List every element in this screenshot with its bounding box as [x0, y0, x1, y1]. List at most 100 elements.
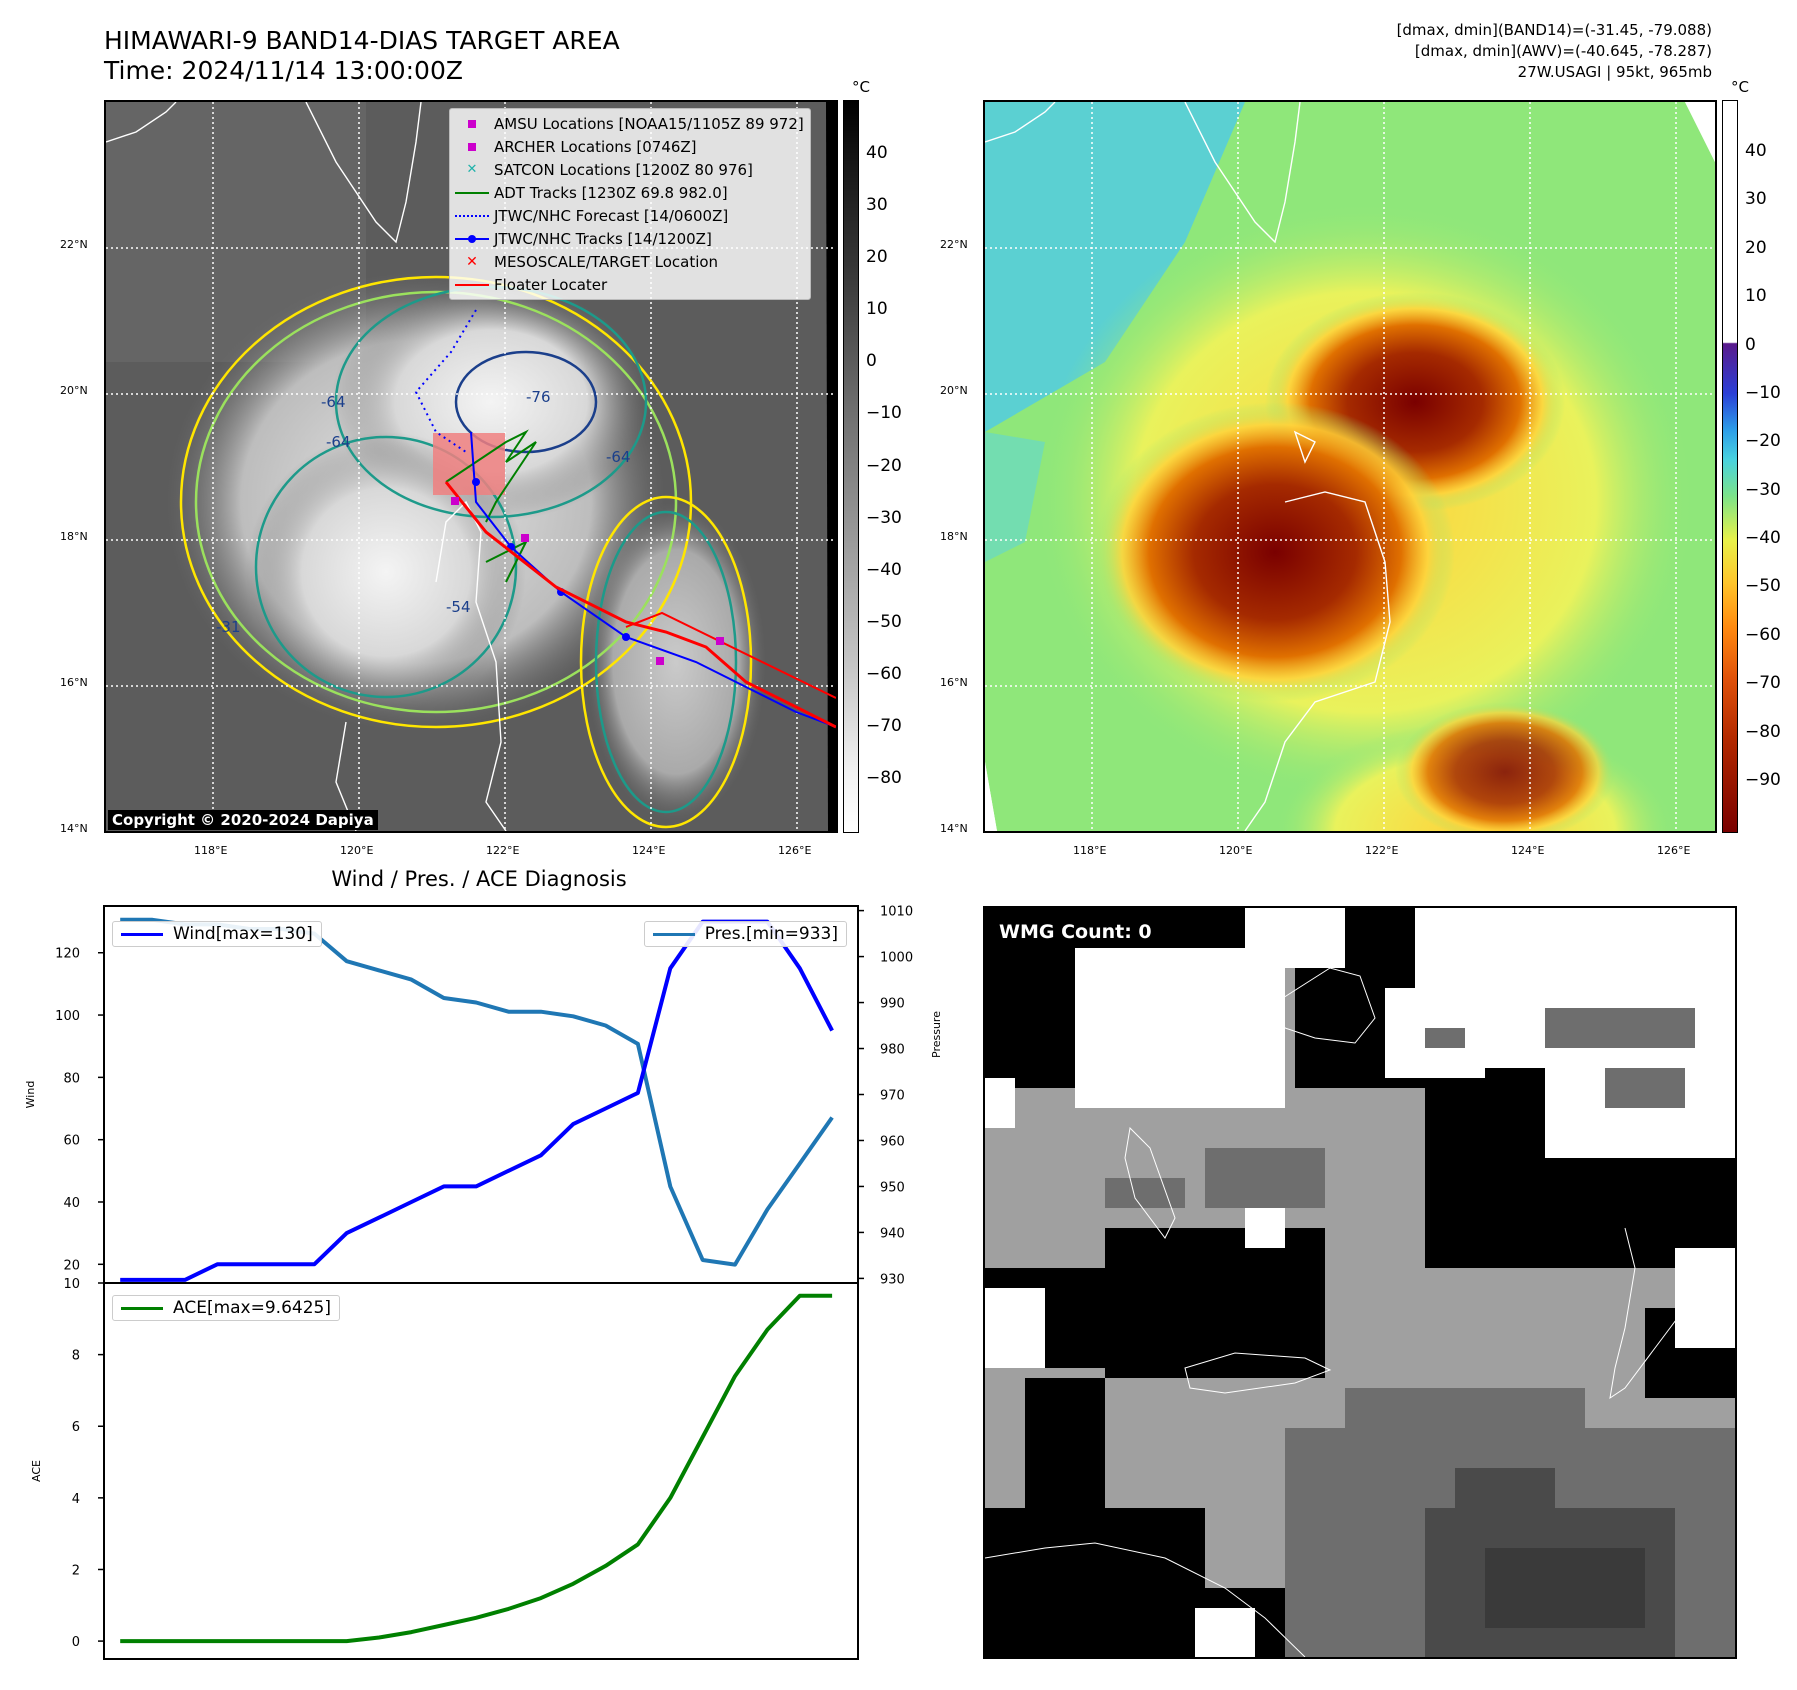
contour-label: -76: [526, 388, 551, 406]
colorbar-tick-label: −50: [1745, 576, 1781, 597]
legend-item-satcon: ✕ SATCON Locations [1200Z 80 976]: [450, 158, 804, 181]
colorbar-tick-label: 10: [1745, 286, 1767, 307]
colorbar-tick-label: −70: [1745, 673, 1781, 694]
contour-label: -31: [216, 618, 241, 636]
legend-item-amsu: AMSU Locations [NOAA15/1105Z 89 972]: [450, 112, 804, 135]
legend-label: MESOSCALE/TARGET Location: [494, 252, 719, 271]
ir-lat-label: 18°N: [60, 530, 88, 543]
info-awv-range: [dmax, dmin](AWV)=(-40.645, -78.287): [1414, 42, 1712, 60]
pressure-axis-label: Pressure: [930, 1011, 943, 1058]
ir-lon-label: 124°E: [632, 844, 666, 857]
ace-tick-label: 4: [72, 1492, 80, 1507]
pressure-legend-label: Pres.[min=933]: [704, 924, 838, 944]
figure-title-line1: HIMAWARI-9 BAND14-DIAS TARGET AREA: [104, 26, 620, 55]
ir-colorbar-unit: °C: [852, 78, 870, 96]
pressure-tick-label: 1010: [880, 905, 913, 920]
ir-lon-label: 118°E: [194, 844, 228, 857]
wind-pressure-plot-frame: [103, 905, 859, 1284]
dias-lat-label: 16°N: [940, 676, 968, 689]
contour-labels: -64 -76 -64 -54 -31 -64: [216, 388, 631, 636]
wind-legend: Wind[max=130]: [112, 921, 322, 947]
ir-lon-label: 120°E: [340, 844, 374, 857]
legend-label: AMSU Locations [NOAA15/1105Z 89 972]: [494, 114, 804, 133]
magenta-square-icon: [468, 119, 476, 128]
legend-label: ADT Tracks [1230Z 69.8 982.0]: [494, 183, 728, 202]
wmg-image: [985, 908, 1735, 1657]
legend-label: JTWC/NHC Tracks [14/1200Z]: [494, 229, 712, 248]
colorbar-tick-label: −90: [1745, 770, 1781, 790]
legend-item-floater: Floater Locater: [450, 273, 804, 296]
ir-lat-label: 14°N: [60, 822, 88, 835]
info-band14-range: [dmax, dmin](BAND14)=(-31.45, -79.088): [1396, 21, 1712, 39]
contour-label: -64: [606, 448, 631, 466]
ir-lon-label: 122°E: [486, 844, 520, 857]
colorbar-tick-label: 40: [1745, 141, 1767, 161]
wmg-panel: WMG Count: 0: [983, 906, 1737, 1659]
pressure-tick-label: 990: [880, 997, 905, 1012]
colorbar-tick-label: −40: [866, 559, 902, 580]
ace-axis-label: ACE: [30, 1460, 43, 1482]
ir-legend: AMSU Locations [NOAA15/1105Z 89 972] ARC…: [449, 108, 811, 300]
ace-tick-label: 0: [72, 1635, 80, 1650]
ir-map-panel: -64 -76 -64 -54 -31 -64 AMSU Locations […: [104, 100, 838, 833]
colorbar-tick-label: −60: [866, 663, 902, 684]
blue-line-dot-icon: [455, 234, 489, 243]
pressure-tick-label: 980: [880, 1043, 905, 1058]
ir-colorbar: [843, 100, 859, 833]
colorbar-tick-label: −30: [866, 507, 902, 528]
colorbar-tick-label: 0: [1745, 334, 1756, 355]
pressure-tick-label: 970: [880, 1089, 905, 1104]
pressure-tick-label: 930: [880, 1272, 905, 1287]
diagnosis-title: Wind / Pres. / ACE Diagnosis: [331, 867, 627, 891]
ace-series-line: [120, 1293, 833, 1644]
colorbar-tick-label: −40: [1745, 528, 1781, 549]
colorbar-tick-label: 40: [866, 143, 888, 163]
ir-lat-label: 22°N: [60, 238, 88, 251]
dias-lon-label: 122°E: [1365, 844, 1399, 857]
colorbar-tick-label: −50: [866, 611, 902, 632]
green-line-icon: [121, 1306, 163, 1310]
colorbar-tick-label: −20: [1745, 431, 1781, 452]
legend-item-forecast: JTWC/NHC Forecast [14/0600Z]: [450, 204, 804, 227]
red-line-icon: [455, 283, 489, 286]
wind-axis-label: Wind: [24, 1081, 37, 1109]
ace-legend-label: ACE[max=9.6425]: [173, 1298, 331, 1318]
colorbar-tick-label: 30: [1745, 189, 1767, 210]
colorbar-tick-label: 20: [1745, 237, 1767, 258]
figure-title-line2: Time: 2024/11/14 13:00:00Z: [104, 56, 463, 85]
colorbar-tick-label: −60: [1745, 624, 1781, 645]
copyright-label: Copyright © 2020-2024 Dapiya: [108, 810, 378, 830]
pressure-legend: Pres.[min=933]: [643, 921, 847, 947]
colorbar-tick-label: 30: [866, 195, 888, 216]
ace-tick-label: 8: [72, 1349, 80, 1364]
dias-lat-label: 22°N: [940, 238, 968, 251]
ir-lon-label: 126°E: [778, 844, 812, 857]
ace-plot-frame: [103, 1282, 859, 1660]
green-line-icon: [455, 191, 489, 194]
ace-tick-label: 2: [72, 1563, 80, 1578]
wmg-count-label: WMG Count: 0: [991, 918, 1160, 946]
colorbar-tick-label: 20: [866, 247, 888, 268]
magenta-square-icon: [468, 142, 476, 151]
colorbar-tick-label: 10: [866, 299, 888, 320]
colorbar-tick-label: −80: [866, 768, 902, 788]
contour-label: -54: [446, 598, 471, 616]
dias-lon-label: 124°E: [1511, 844, 1545, 857]
wind-tick-label: 60: [63, 1134, 80, 1149]
contour-label: -64: [326, 433, 351, 451]
dias-colorbar-unit: °C: [1731, 78, 1749, 96]
ace-legend: ACE[max=9.6425]: [112, 1295, 340, 1321]
legend-label: Floater Locater: [494, 275, 608, 294]
ir-lat-label: 16°N: [60, 676, 88, 689]
pressure-series-line: [120, 917, 834, 1267]
colorbar-tick-label: −30: [1745, 479, 1781, 500]
blue-dotted-line-icon: [455, 214, 489, 217]
ace-tick-label: 6: [72, 1420, 80, 1435]
colorbar-tick-label: 0: [866, 351, 877, 372]
wind-legend-label: Wind[max=130]: [173, 924, 313, 944]
pressure-tick-label: 950: [880, 1180, 905, 1195]
blue-line-icon: [121, 932, 163, 936]
dias-lon-label: 118°E: [1073, 844, 1107, 857]
red-x-icon: ✕: [466, 253, 478, 270]
info-storm: 27W.USAGI | 95kt, 965mb: [1517, 63, 1712, 81]
